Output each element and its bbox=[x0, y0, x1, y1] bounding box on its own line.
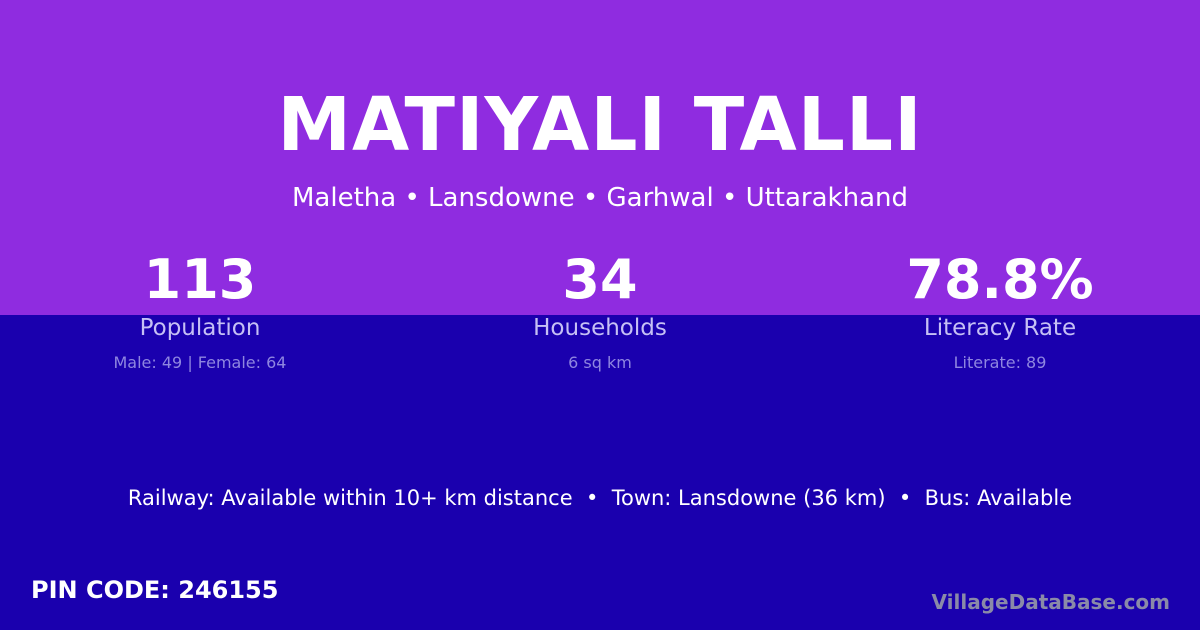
body-band bbox=[0, 315, 1200, 630]
stat-literacy: 78.8% Literacy Rate Literate: 89 bbox=[800, 248, 1200, 373]
stat-detail: Literate: 89 bbox=[953, 353, 1047, 372]
stat-label: Population bbox=[139, 315, 261, 341]
location-breadcrumb: Maletha • Lansdowne • Garhwal • Uttarakh… bbox=[291, 183, 908, 213]
stat-detail: Male: 49 | Female: 64 bbox=[113, 353, 287, 372]
pin-code: PIN CODE: 246155 bbox=[31, 576, 279, 604]
stat-value: 113 bbox=[143, 248, 257, 311]
stat-detail: 6 sq km bbox=[568, 353, 632, 372]
stat-label: Households bbox=[533, 315, 667, 341]
stat-households: 34 Households 6 sq km bbox=[400, 248, 800, 373]
village-title: MATIYALI TALLI bbox=[277, 82, 923, 168]
stat-value: 78.8% bbox=[906, 248, 1094, 311]
connectivity-info: Railway: Available within 10+ km distanc… bbox=[127, 486, 1073, 510]
stat-label: Literacy Rate bbox=[923, 315, 1077, 341]
stat-population: 113 Population Male: 49 | Female: 64 bbox=[0, 248, 400, 373]
stat-value: 34 bbox=[562, 248, 638, 311]
header-band bbox=[0, 0, 1200, 315]
brand-watermark: VillageDataBase.com bbox=[931, 590, 1170, 614]
